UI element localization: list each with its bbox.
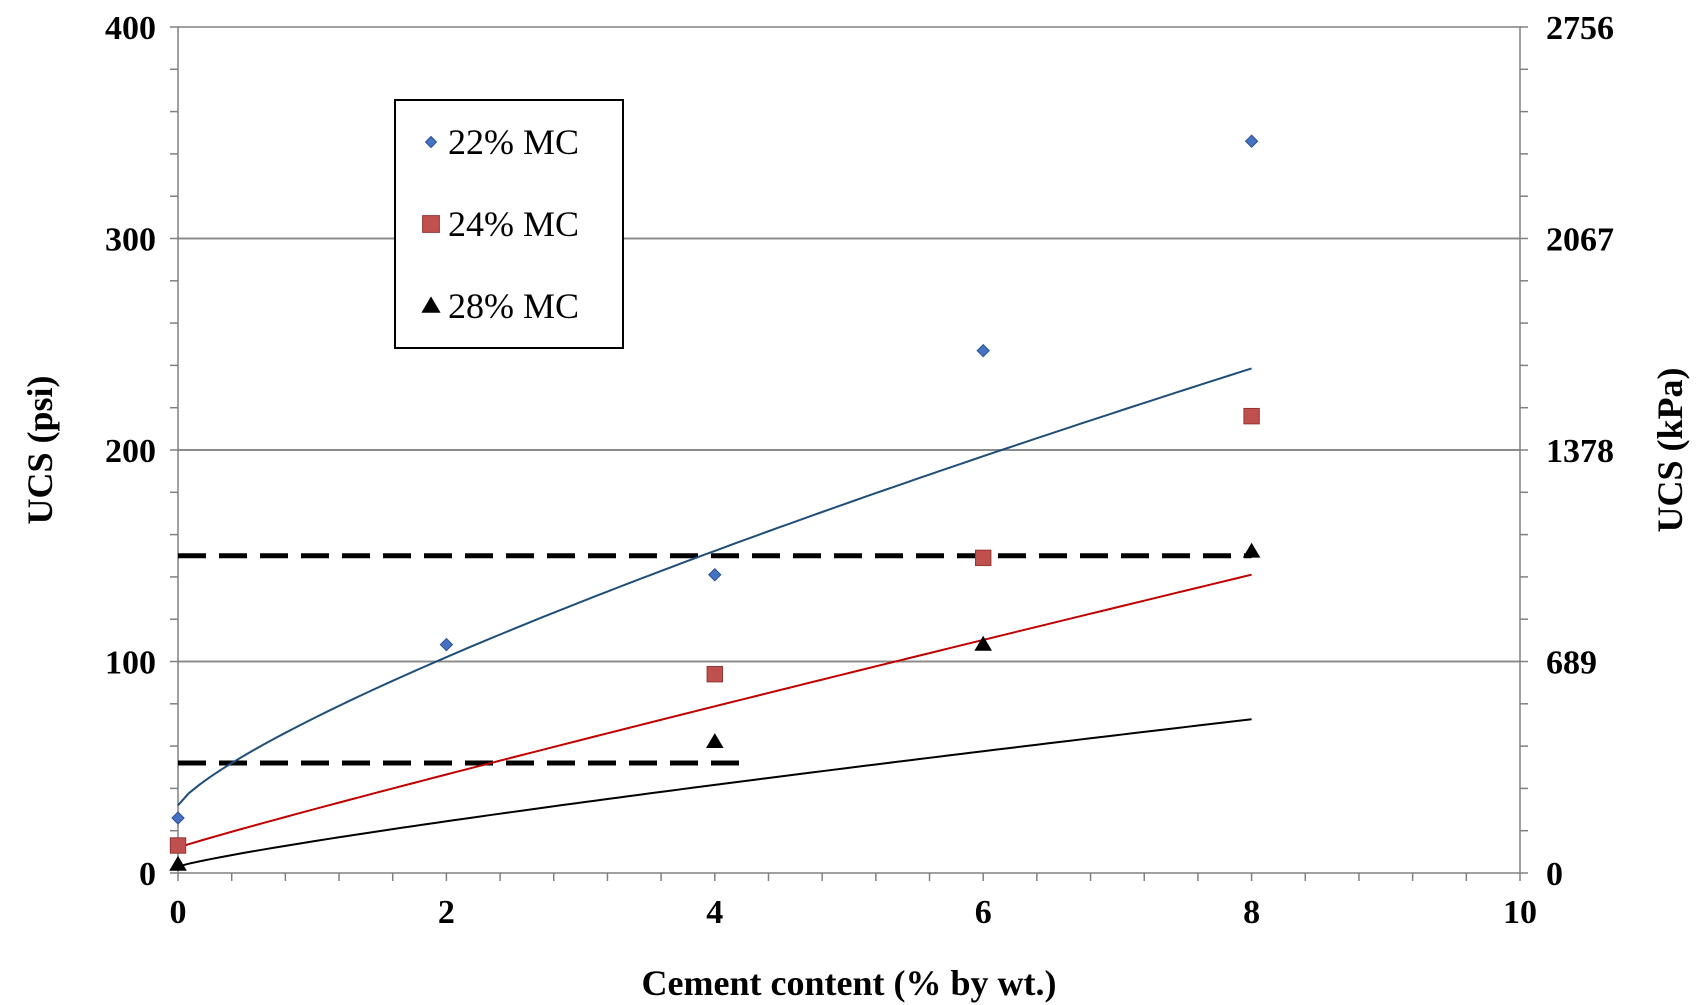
reference-lines [178, 553, 1252, 766]
legend: 22% MC 24% MC 28% MC [394, 99, 624, 349]
y2-tick-label: 2067 [1546, 222, 1614, 259]
y-tick-label: 0 [139, 856, 156, 893]
trend-lines [177, 367, 1252, 868]
legend-label: 24% MC [448, 204, 579, 244]
y-tick-label: 100 [105, 645, 156, 682]
data-point [706, 733, 724, 749]
y2-tick-label: 689 [1546, 645, 1597, 682]
y2-tick-label: 0 [1546, 856, 1563, 893]
x-tick-label: 4 [706, 894, 723, 931]
data-point [1242, 542, 1261, 558]
y2-tick-label: 2756 [1546, 10, 1614, 47]
x-tick-label: 2 [438, 894, 455, 931]
data-point [974, 635, 992, 651]
x-axis-title: Cement content (% by wt.) [642, 963, 1057, 1003]
data-point [708, 568, 722, 582]
secondary-y-axis-title: UCS (kPa) [1650, 367, 1690, 532]
data-point [422, 215, 440, 233]
y-tick-label: 300 [105, 222, 156, 259]
data-point [439, 637, 454, 652]
data-point [706, 665, 723, 683]
data-point [975, 549, 992, 567]
y-axis-title: UCS (psi) [20, 375, 60, 524]
trendline [177, 367, 1252, 806]
data-point [976, 343, 990, 358]
data-point [1244, 134, 1259, 148]
y2-tick-label: 1378 [1546, 433, 1614, 470]
axis-ticks [170, 26, 1528, 881]
data-point [169, 855, 187, 871]
x-tick-label: 10 [1503, 894, 1537, 931]
data-point [424, 135, 438, 149]
x-tick-label: 8 [1243, 894, 1260, 931]
legend-label: 22% MC [448, 122, 579, 162]
x-tick-label: 6 [975, 894, 992, 931]
grid-lines [178, 237, 1520, 663]
data-point [171, 811, 185, 825]
data-points [169, 134, 1261, 871]
y-tick-label: 200 [105, 433, 156, 470]
data-point [421, 296, 441, 313]
data-point [169, 837, 187, 854]
y-tick-label: 400 [105, 10, 156, 47]
trendline [177, 573, 1252, 849]
x-tick-label: 0 [170, 894, 187, 931]
legend-label: 28% MC [448, 286, 579, 326]
trendline [177, 718, 1252, 868]
data-point [1243, 407, 1260, 425]
